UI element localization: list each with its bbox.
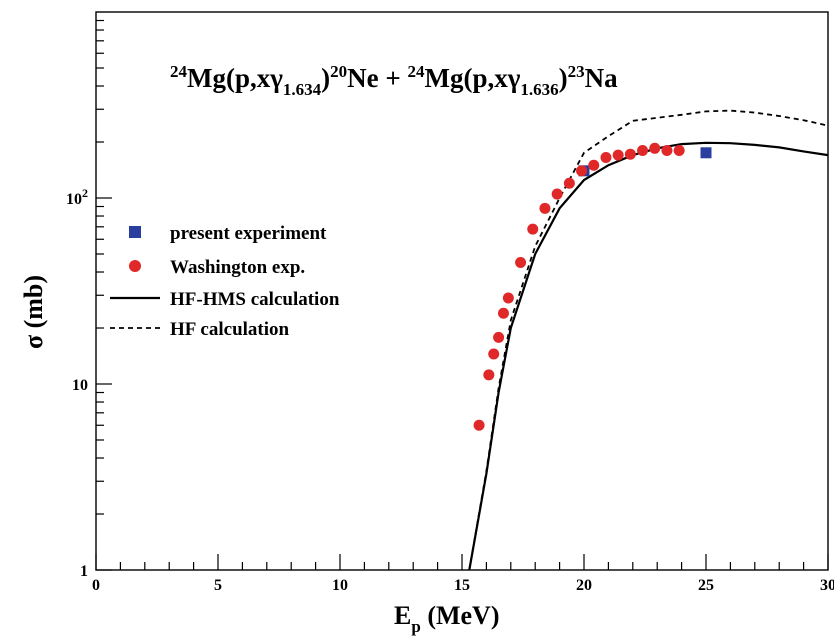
legend-circle-marker	[129, 260, 141, 272]
washington-exp-point	[493, 331, 505, 343]
present-experiment-point	[700, 147, 712, 159]
washington-exp-point	[600, 152, 612, 164]
washington-exp-point	[515, 257, 527, 269]
legend-entry: HF calculation	[110, 319, 290, 340]
x-tick-labels: 0 5 10 15 20 25 30	[92, 577, 834, 594]
y-tick-label: 1	[80, 563, 88, 580]
legend-entry: HF-HMS calculation	[110, 289, 340, 310]
washington-exp-point	[673, 145, 685, 157]
legend-label: Washington exp.	[170, 257, 305, 278]
legend: present experiment Washington exp. HF-HMS …	[110, 223, 340, 340]
washington-exp-point	[527, 223, 539, 235]
x-tick-label: 30	[820, 577, 834, 594]
washington-exp-point	[473, 419, 485, 431]
markers	[473, 142, 712, 431]
washington-exp-point	[576, 165, 588, 177]
x-tick-label: 20	[576, 577, 592, 594]
washington-exp-point	[612, 149, 624, 161]
washington-exp-point	[588, 159, 600, 171]
washington-exp-point	[637, 145, 649, 157]
y-tick-labels: 1 10 102	[66, 186, 88, 580]
washington-exp-point	[539, 202, 551, 214]
legend-label: HF-HMS calculation	[170, 289, 340, 310]
washington-exp-point	[488, 348, 500, 360]
chart-title: 24Mg(p,xγ1.634)20Ne + 24Mg(p,xγ1.636)23N…	[170, 62, 618, 99]
legend-square-marker	[129, 226, 141, 238]
legend-label: HF calculation	[170, 319, 290, 340]
y-tick-label: 10	[72, 377, 88, 394]
y-tick-label: 102	[66, 186, 88, 208]
x-tick-label: 25	[698, 577, 714, 594]
curves	[468, 109, 829, 571]
hf-hms-calculation-curve	[468, 141, 829, 571]
axis-ticks	[95, 19, 829, 571]
washington-exp-point	[483, 369, 495, 381]
legend-label: present experiment	[170, 223, 327, 244]
washington-exp-point	[497, 307, 509, 319]
washington-exp-point	[661, 145, 673, 157]
washington-exp-point	[563, 177, 575, 189]
washington-exp-point	[551, 188, 563, 200]
x-tick-label: 10	[332, 577, 348, 594]
x-tick-label: 5	[214, 577, 222, 594]
x-axis-title: Ep (MeV)	[394, 601, 500, 636]
washington-exp-point	[624, 148, 636, 160]
legend-entry: present experiment	[129, 223, 327, 244]
x-tick-label: 15	[454, 577, 470, 594]
y-axis-title: σ (mb)	[19, 275, 48, 349]
washington-exp-point	[649, 142, 661, 154]
x-tick-label: 0	[92, 577, 100, 594]
hf-calculation-curve	[468, 109, 829, 571]
legend-entry: Washington exp.	[129, 257, 305, 278]
washington-exp-point	[502, 292, 514, 304]
